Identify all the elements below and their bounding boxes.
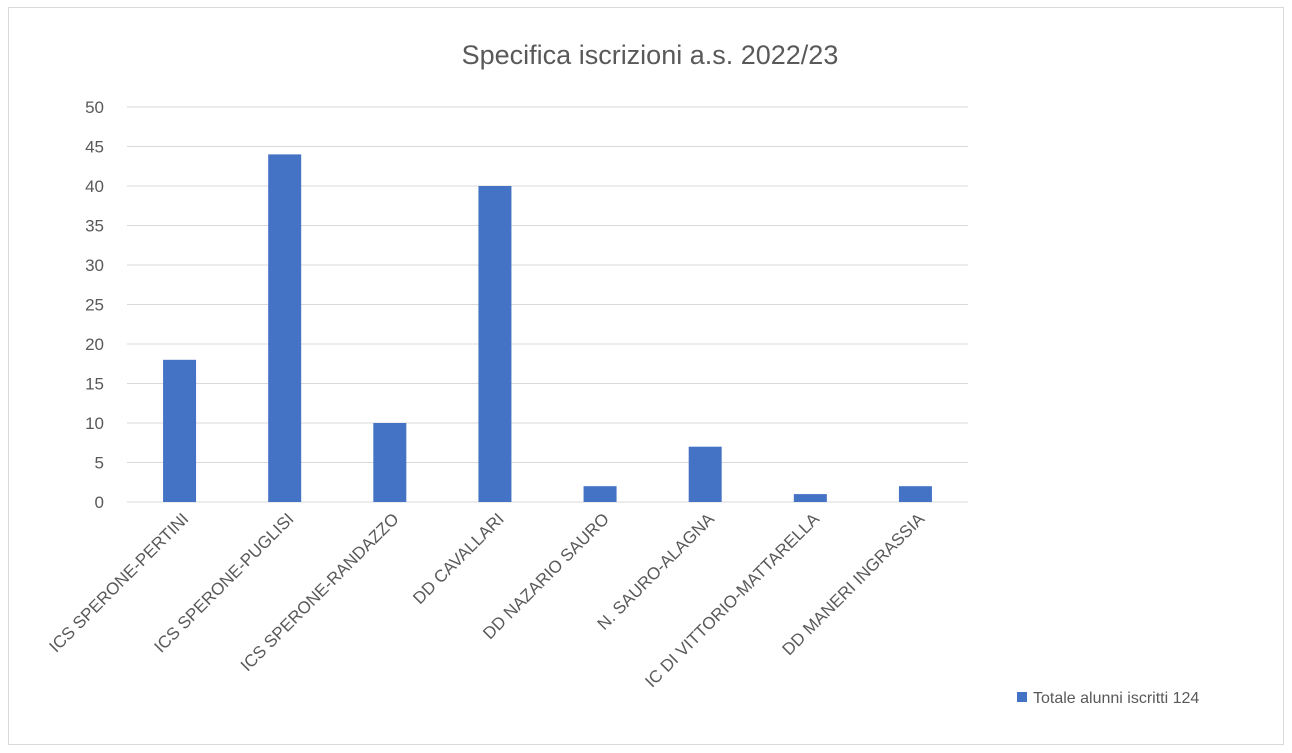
chart-title: Specifica iscrizioni a.s. 2022/23 [462, 40, 839, 70]
y-tick-label: 25 [85, 296, 104, 315]
y-tick-label: 10 [85, 414, 104, 433]
y-tick-label: 50 [85, 98, 104, 117]
x-tick-label: N. SAURO-ALAGNA [594, 509, 719, 634]
bar [373, 423, 407, 502]
bar [583, 486, 617, 502]
legend-label: Totale alunni iscritti 124 [1033, 690, 1199, 707]
legend: Totale alunni iscritti 124 [1017, 690, 1199, 707]
y-tick-label: 40 [85, 177, 104, 196]
gridlines [127, 106, 968, 503]
x-tick-label: IC DI VITTORIO-MATTARELLA [641, 509, 823, 691]
y-axis-ticks: 0 5 10 15 20 25 30 35 40 45 50 [85, 98, 104, 512]
x-tick-label: DD CAVALLARI [409, 509, 507, 607]
bar [163, 359, 197, 502]
bar [688, 446, 722, 502]
y-tick-label: 20 [85, 335, 104, 354]
y-tick-label: 15 [85, 375, 104, 394]
y-tick-label: 45 [85, 138, 104, 157]
y-tick-label: 30 [85, 256, 104, 275]
bar [268, 154, 302, 502]
legend-swatch [1017, 692, 1027, 702]
chart-area [8, 7, 1284, 745]
bar [793, 494, 827, 502]
y-tick-label: 5 [95, 454, 104, 473]
bar [898, 486, 932, 502]
y-tick-label: 0 [95, 493, 104, 512]
bar [478, 186, 512, 502]
y-tick-label: 35 [85, 217, 104, 236]
bars [163, 154, 932, 502]
